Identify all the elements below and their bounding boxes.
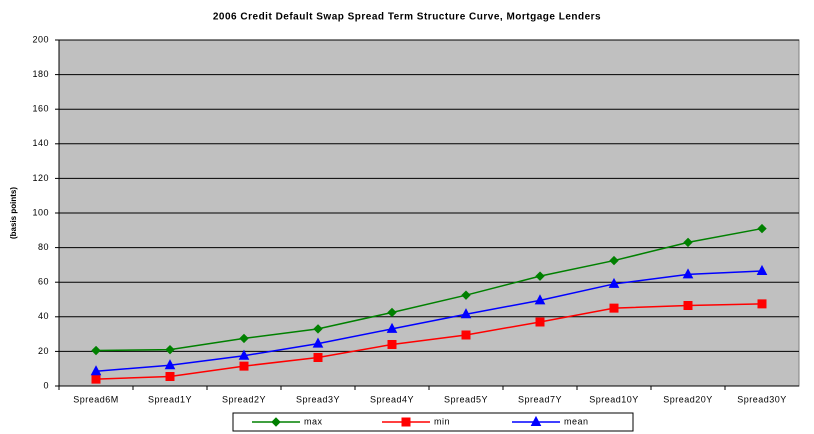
y-tick-label: 160 (32, 104, 49, 114)
x-tick-label: Spread10Y (589, 394, 639, 404)
y-tick-label: 140 (32, 138, 49, 148)
data-point (460, 308, 472, 319)
legend-label: mean (564, 416, 589, 426)
x-tick-label: Spread4Y (370, 394, 414, 404)
data-point (682, 268, 694, 279)
data-point (386, 322, 398, 333)
y-axis-label: (basis points) (9, 187, 18, 239)
data-point (683, 301, 693, 311)
x-tick-label: Spread5Y (444, 394, 488, 404)
y-tick-label: 80 (38, 242, 49, 252)
y-tick-label: 0 (43, 380, 49, 390)
data-point (461, 290, 471, 300)
x-tick-label: Spread2Y (222, 394, 266, 404)
data-point (164, 359, 176, 370)
data-point (387, 307, 397, 318)
data-point (387, 339, 397, 349)
data-point (757, 223, 767, 234)
legend-marker (401, 417, 411, 427)
data-point (757, 299, 767, 309)
data-point (534, 294, 546, 305)
y-tick-label: 60 (38, 277, 49, 287)
data-point (91, 345, 101, 356)
x-tick-label: Spread7Y (518, 394, 562, 404)
series-line (95, 270, 763, 373)
legend-marker (271, 417, 281, 427)
data-point (461, 330, 471, 340)
y-tick-label: 100 (32, 207, 49, 217)
data-point (165, 344, 175, 355)
data-point (535, 317, 545, 327)
series-line (95, 303, 763, 380)
legend-label: max (304, 416, 323, 426)
legend (232, 412, 634, 432)
data-point (756, 264, 768, 275)
legend-marker (530, 415, 542, 426)
data-point (91, 374, 101, 384)
x-tick-label: Spread3Y (296, 394, 340, 404)
data-point (313, 324, 323, 334)
x-tick-label: Spread6M (73, 394, 119, 404)
x-tick-label: Spread20Y (663, 394, 713, 404)
chart-title: 2006 Credit Default Swap Spread Term Str… (213, 12, 601, 23)
data-point (239, 333, 249, 344)
data-point (90, 365, 102, 376)
data-point (238, 349, 250, 360)
y-tick-label: 40 (38, 311, 49, 321)
data-point (609, 255, 619, 266)
y-tick-label: 200 (32, 34, 49, 44)
legend-label: min (434, 416, 450, 426)
data-point (535, 271, 545, 281)
data-point (608, 277, 620, 288)
series-line (95, 227, 763, 352)
data-point (313, 352, 323, 362)
data-point (683, 237, 693, 248)
data-point (239, 361, 249, 371)
data-point (312, 337, 324, 348)
data-point (609, 303, 619, 313)
x-tick-label: Spread1Y (148, 394, 192, 404)
y-tick-label: 20 (38, 346, 49, 356)
y-tick-label: 120 (32, 173, 49, 183)
x-tick-label: Spread30Y (737, 394, 787, 404)
data-point (165, 371, 175, 381)
y-tick-label: 180 (32, 69, 49, 79)
